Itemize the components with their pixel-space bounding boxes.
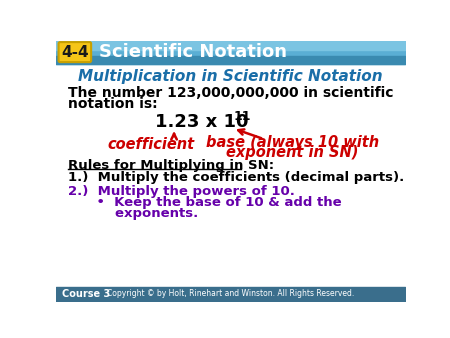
- Text: exponent in SN): exponent in SN): [226, 145, 359, 160]
- Text: Scientific Notation: Scientific Notation: [99, 43, 287, 61]
- Text: Course 3: Course 3: [63, 289, 111, 299]
- Text: •  Keep the base of 10 & add the: • Keep the base of 10 & add the: [78, 196, 342, 209]
- FancyBboxPatch shape: [58, 42, 91, 62]
- Text: The number 123,000,000,000 in scientific: The number 123,000,000,000 in scientific: [68, 86, 393, 100]
- Text: 11: 11: [234, 110, 251, 123]
- Text: Copyright © by Holt, Rinehart and Winston. All Rights Reserved.: Copyright © by Holt, Rinehart and Winsto…: [107, 289, 354, 298]
- Text: notation is:: notation is:: [68, 97, 158, 111]
- Text: exponents.: exponents.: [78, 207, 198, 220]
- Text: coefficient: coefficient: [107, 137, 194, 152]
- Text: 2.)  Multiply the powers of 10.: 2.) Multiply the powers of 10.: [68, 185, 295, 198]
- Text: 1.)  Multiply the coefficients (decimal parts).: 1.) Multiply the coefficients (decimal p…: [68, 171, 404, 184]
- Text: Multiplication in Scientific Notation: Multiplication in Scientific Notation: [78, 69, 383, 84]
- Text: base (always 10 with: base (always 10 with: [206, 135, 379, 150]
- Text: 1.23 x 10: 1.23 x 10: [155, 113, 249, 131]
- Text: Rules for Multiplying in SN:: Rules for Multiplying in SN:: [68, 159, 274, 172]
- Text: 4-4: 4-4: [61, 45, 89, 59]
